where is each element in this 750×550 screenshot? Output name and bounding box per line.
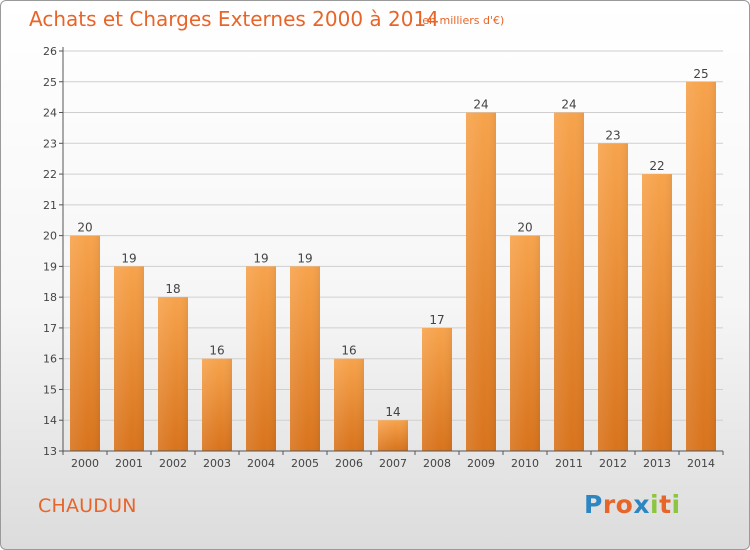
- town-name: CHAUDUN: [38, 495, 137, 517]
- chart-subtitle: (en milliers d'€): [418, 14, 505, 27]
- logo-letter: P: [584, 490, 603, 519]
- x-tick-label: 2013: [643, 457, 671, 470]
- bar-shade: [202, 358, 232, 451]
- bar-data-label: 16: [341, 344, 356, 358]
- x-tick-label: 2000: [71, 457, 99, 470]
- y-tick-label: 16: [43, 353, 57, 366]
- y-tick-label: 17: [43, 322, 57, 335]
- bar-data-label: 16: [209, 344, 224, 358]
- y-tick-label: 13: [43, 445, 57, 458]
- logo-letter: t: [659, 490, 672, 519]
- bar-data-label: 19: [253, 251, 268, 265]
- bar-data-label: 25: [693, 67, 708, 81]
- x-tick-label: 2003: [203, 457, 231, 470]
- x-tick-label: 2014: [687, 457, 715, 470]
- y-tick-label: 23: [43, 137, 57, 150]
- logo-letter: i: [650, 490, 660, 519]
- bar-data-label: 22: [649, 159, 664, 173]
- bar-shade: [70, 235, 100, 451]
- y-tick-label: 18: [43, 291, 57, 304]
- bar-data-label: 17: [429, 313, 444, 327]
- logo-letter: r: [602, 490, 616, 519]
- axes: [59, 47, 724, 455]
- bar-data-label: 18: [165, 282, 180, 296]
- bar-shade: [466, 112, 496, 452]
- x-tick-label: 2004: [247, 457, 275, 470]
- bar-data-label: 24: [473, 98, 488, 112]
- x-tick-label: 2010: [511, 457, 539, 470]
- y-tick-label: 25: [43, 76, 57, 89]
- bar-data-label: 14: [385, 405, 400, 419]
- y-tick-label: 21: [43, 199, 57, 212]
- bar-shade: [510, 235, 540, 451]
- bar-shade: [686, 81, 716, 452]
- y-tick-label: 19: [43, 260, 57, 273]
- bar-shade: [642, 174, 672, 452]
- y-tick-label: 26: [43, 45, 57, 58]
- x-tick-label: 2011: [555, 457, 583, 470]
- x-tick-label: 2001: [115, 457, 143, 470]
- bar-shade: [246, 266, 276, 451]
- y-tick-label: 24: [43, 107, 57, 120]
- bar-shade: [554, 112, 584, 452]
- bar-shade: [290, 266, 320, 451]
- bar-shade: [114, 266, 144, 451]
- x-tick-label: 2005: [291, 457, 319, 470]
- y-tick-label: 22: [43, 168, 57, 181]
- chart-title: Achats et Charges Externes 2000 à 2014: [29, 7, 439, 31]
- proxiti-logo: Proxiti: [584, 490, 681, 519]
- bar-shade: [158, 297, 188, 451]
- x-tick-label: 2002: [159, 457, 187, 470]
- x-tick-label: 2006: [335, 457, 363, 470]
- bar-shade: [422, 327, 452, 451]
- y-tick-label: 15: [43, 383, 57, 396]
- x-tick-label: 2009: [467, 457, 495, 470]
- y-tick-label: 20: [43, 230, 57, 243]
- bar-shade: [598, 143, 628, 452]
- bars: [70, 81, 716, 452]
- bar-data-label: 23: [605, 128, 620, 142]
- bar-shade: [334, 358, 364, 451]
- bar-data-label: 19: [121, 251, 136, 265]
- y-tick-label: 14: [43, 414, 57, 427]
- bar-data-label: 19: [297, 251, 312, 265]
- x-tick-label: 2008: [423, 457, 451, 470]
- labels: 13 14 15 16 17 18 19 20 21 22 23 24 25 26 20 2000 19 2001…: [43, 45, 715, 470]
- bar-data-label: 24: [561, 98, 576, 112]
- bar-data-label: 20: [77, 221, 92, 235]
- x-tick-label: 2012: [599, 457, 627, 470]
- bar-shade: [378, 420, 408, 451]
- logo-letter: i: [671, 490, 681, 519]
- logo-letter: x: [633, 490, 650, 519]
- x-tick-label: 2007: [379, 457, 407, 470]
- bar-data-label: 20: [517, 221, 532, 235]
- logo-letter: o: [615, 490, 634, 519]
